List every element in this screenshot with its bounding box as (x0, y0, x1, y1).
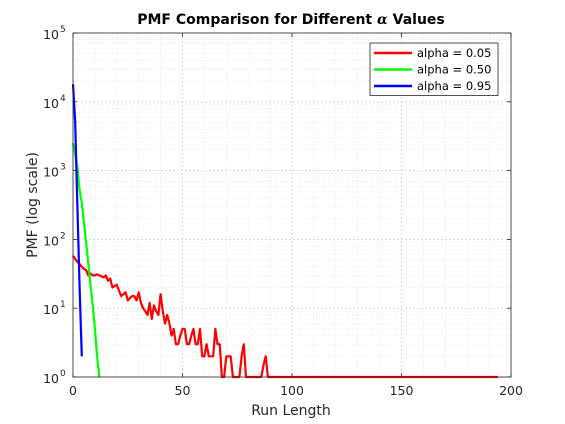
chart-title-prefix: PMF Comparison for Different (137, 12, 377, 28)
x-tick-label: 0 (69, 383, 77, 398)
legend-label-1: alpha = 0.05 (417, 46, 491, 60)
y-tick-exponent: 3 (60, 163, 66, 173)
y-tick-label: 10 (43, 371, 59, 386)
y-tick-label: 10 (43, 233, 59, 248)
x-tick-label: 50 (175, 383, 191, 398)
y-tick-label: 10 (43, 165, 59, 180)
y-tick-exponent: 2 (60, 231, 66, 241)
y-axis-label: PMF (log scale) (25, 152, 41, 258)
chart-title-symbol: α (377, 12, 388, 28)
series-line-3 (71, 84, 83, 357)
y-tick-exponent: 1 (60, 300, 66, 310)
x-tick-label: 200 (499, 383, 523, 398)
y-tick-label: 10 (43, 27, 59, 42)
chart-title: PMF Comparison for Different α Values (137, 12, 445, 28)
y-tick-exponent: 0 (60, 369, 66, 379)
y-tick-exponent: 5 (60, 25, 66, 35)
legend-label-3: alpha = 0.95 (417, 79, 491, 93)
y-tick-exponent: 4 (60, 94, 66, 104)
legend-label-2: alpha = 0.50 (417, 63, 491, 77)
y-tick-label: 10 (43, 302, 59, 317)
chart-title-suffix: Values (388, 12, 445, 28)
y-tick-label: 10 (43, 96, 59, 111)
x-axis-label: Run Length (251, 403, 331, 419)
x-tick-label: 150 (390, 383, 414, 398)
x-tick-label: 100 (280, 383, 304, 398)
